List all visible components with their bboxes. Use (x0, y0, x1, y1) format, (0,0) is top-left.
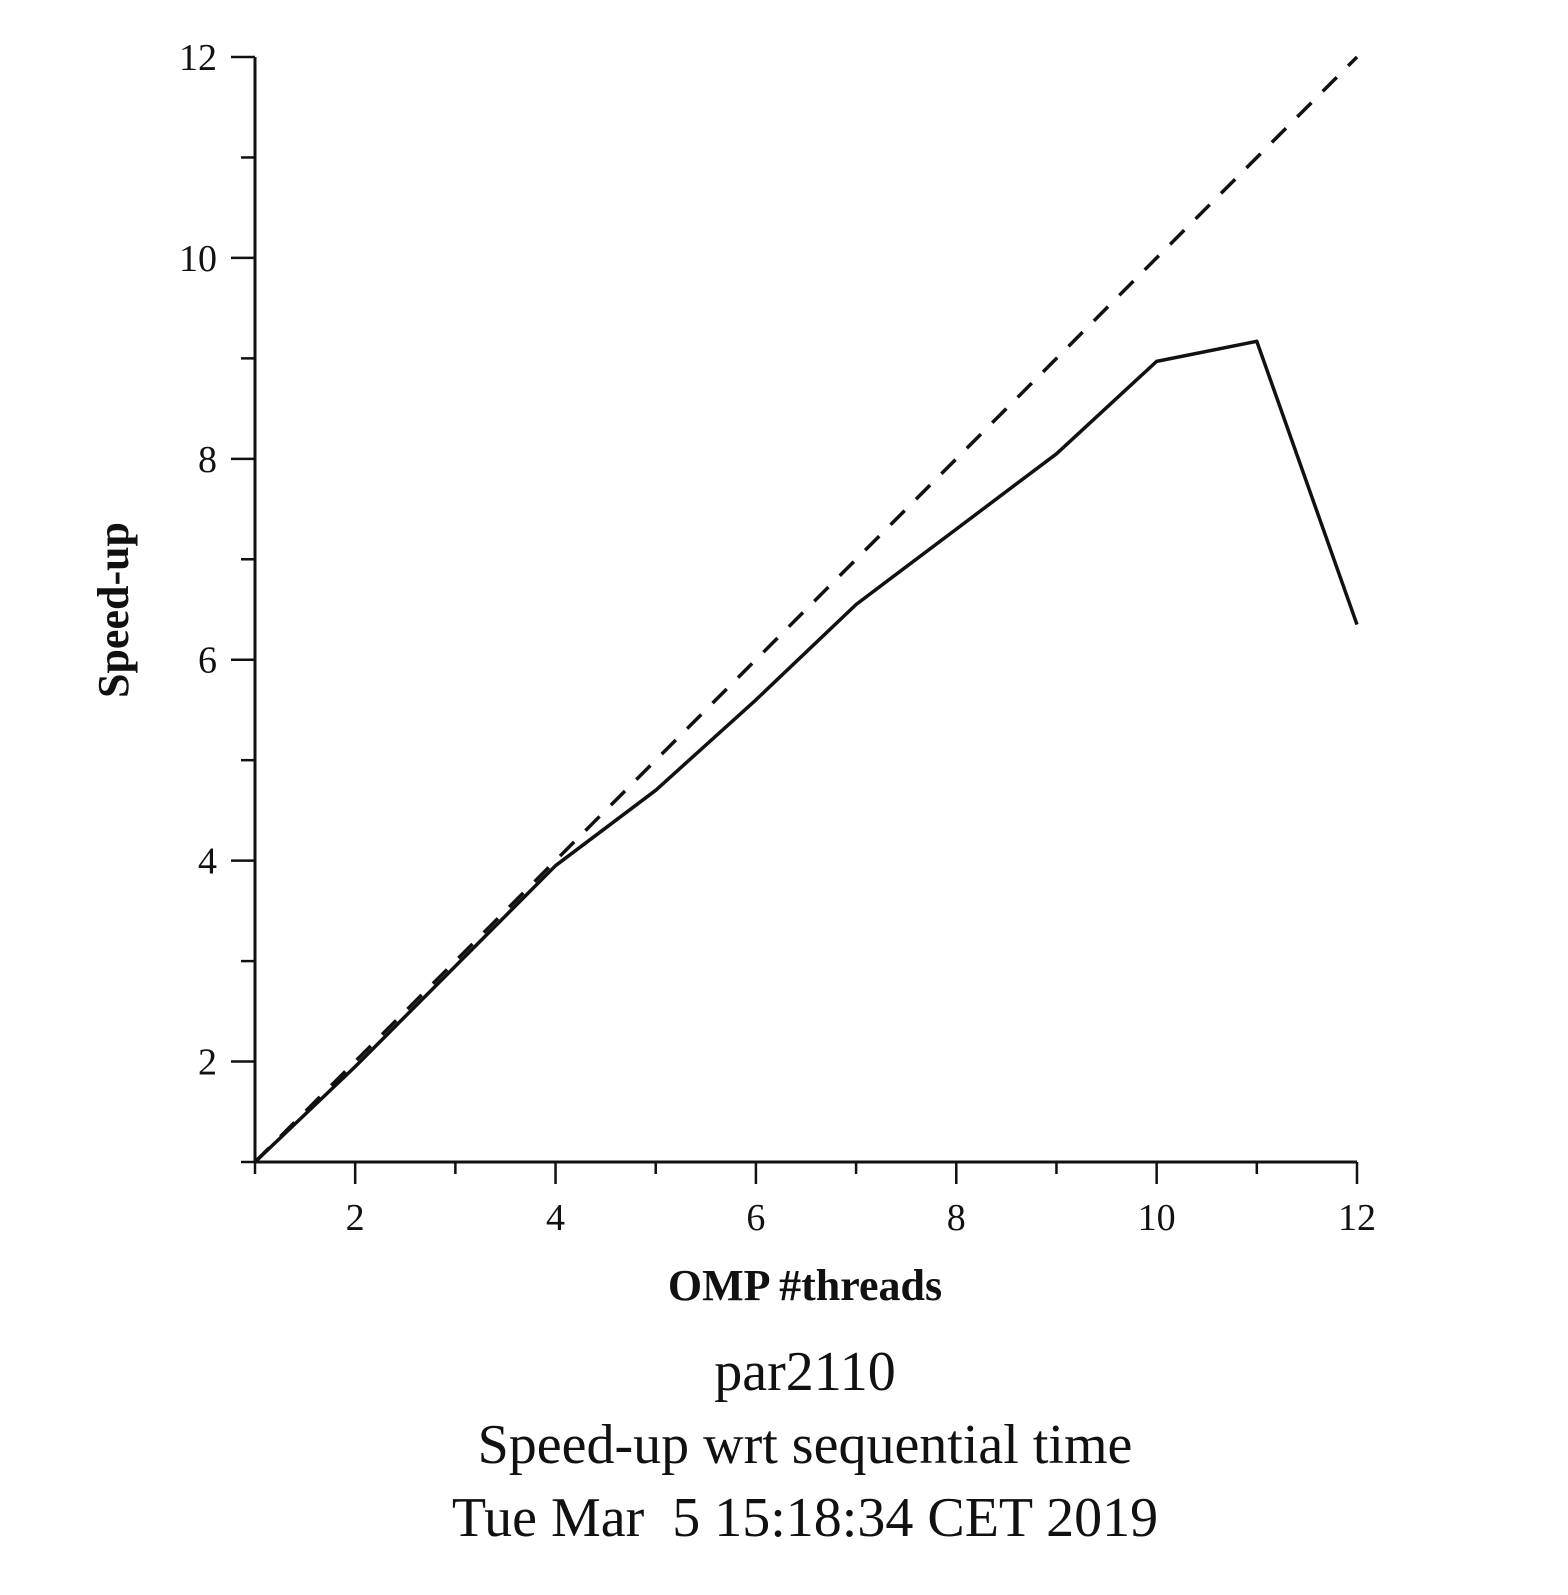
caption-timestamp: Tue Mar 5 15:18:34 CET 2019 (452, 1487, 1158, 1549)
caption-title: par2110 (714, 1341, 895, 1403)
x-axis-label: OMP #threads (668, 1261, 942, 1310)
y-tick-label: 12 (179, 37, 217, 79)
axes: 2 4 6 8 10 12 2 4 6 8 10 12 (179, 37, 1376, 1239)
measured-speedup-line (253, 339, 1359, 1164)
y-tick-label: 10 (179, 238, 217, 280)
x-tick-label: 4 (546, 1197, 565, 1239)
ideal-speedup-line (253, 55, 1359, 1164)
y-axis-label: Speed-up (89, 522, 138, 698)
x-tick-label: 2 (346, 1197, 365, 1239)
x-tick-label: 10 (1138, 1197, 1176, 1239)
y-tick-label: 2 (198, 1042, 217, 1084)
series-lines (253, 55, 1359, 1164)
x-tick-label: 8 (947, 1197, 966, 1239)
x-tick-label: 12 (1338, 1197, 1376, 1239)
y-tick-label: 6 (198, 640, 217, 682)
x-tick-label: 6 (746, 1197, 765, 1239)
y-tick-label: 4 (198, 841, 217, 883)
y-tick-label: 8 (198, 439, 217, 481)
caption-subtitle: Speed-up wrt sequential time (478, 1414, 1133, 1476)
